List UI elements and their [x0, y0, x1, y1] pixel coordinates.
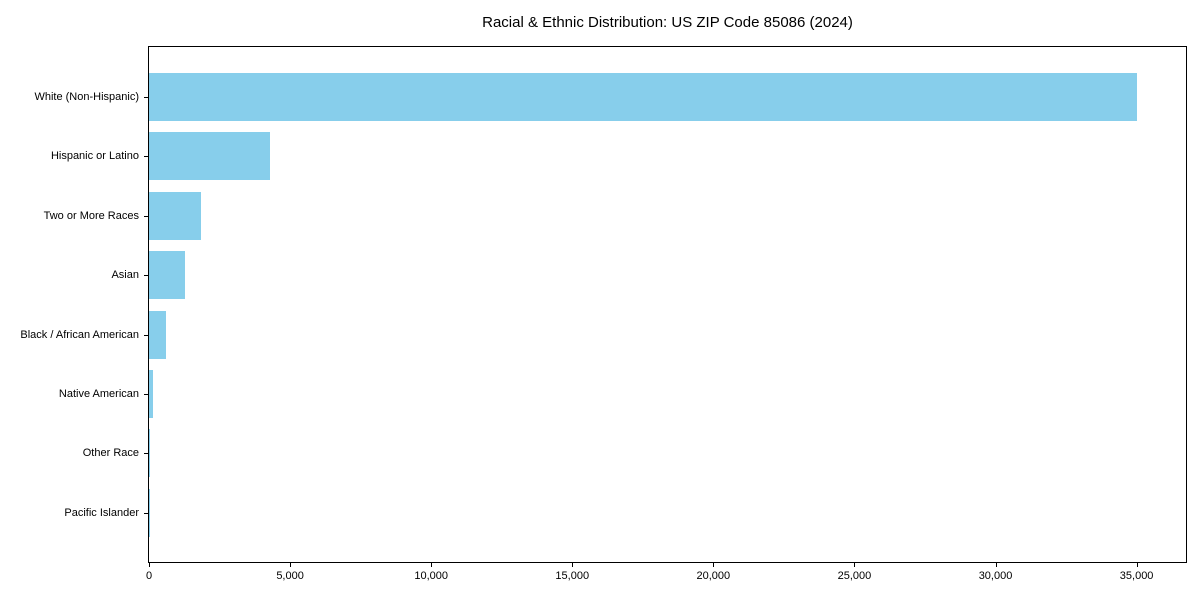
y-tick-mark [144, 275, 148, 277]
bar-other-race [149, 429, 150, 478]
x-tick-label-35-000: 35,000 [1119, 570, 1154, 582]
y-tick-mark [144, 97, 148, 98]
bar-black-african-american [149, 310, 167, 359]
y-tick-mark [144, 156, 148, 158]
y-tick-label-native-american: Native American [58, 388, 139, 400]
y-tick-label-asian: Asian [111, 269, 139, 282]
y-tick-label-pacific-islander: Pacific Islander [64, 506, 139, 519]
plot-area [148, 46, 1187, 563]
y-tick-mark [144, 512, 148, 514]
x-tick-mark [290, 563, 292, 567]
y-tick-mark [144, 394, 148, 395]
y-tick-mark [144, 215, 148, 217]
y-tick-label-black-african-american: Black / African American [20, 328, 139, 341]
x-tick-label-20-000: 20,000 [696, 570, 731, 582]
x-tick-label-10-000: 10,000 [414, 570, 448, 582]
x-tick-mark [431, 563, 433, 567]
y-tick-label-two-or-more-races: Two or More Races [43, 209, 139, 222]
x-tick-label-15-000: 15,000 [555, 570, 590, 582]
bar-asian [149, 251, 186, 300]
x-tick-label-5-000: 5,000 [276, 570, 304, 582]
x-tick-mark [572, 563, 574, 567]
x-tick-mark [1136, 563, 1138, 567]
y-tick-label-hispanic-or-latino: Hispanic or Latino [50, 150, 139, 163]
y-tick-mark [144, 453, 148, 455]
y-tick-label-other-race: Other Race [82, 447, 139, 460]
x-tick-mark [854, 563, 856, 567]
x-tick-label-30-000: 30,000 [978, 570, 1013, 582]
chart-title: Racial & Ethnic Distribution: US ZIP Cod… [482, 14, 853, 31]
y-tick-label-white-non-hispanic: White (Non-Hispanic) [34, 91, 139, 103]
bar-hispanic-or-latino [149, 132, 270, 181]
bar-native-american [149, 370, 153, 418]
x-tick-mark [713, 563, 715, 567]
x-tick-label-25-000: 25,000 [837, 570, 872, 582]
bar-two-or-more-races [149, 191, 202, 240]
y-tick-mark [144, 334, 148, 336]
x-tick-label-0: 0 [145, 570, 153, 582]
x-tick-mark [995, 563, 997, 567]
x-tick-mark [149, 563, 150, 567]
bar-white-non-hispanic [149, 73, 1137, 121]
